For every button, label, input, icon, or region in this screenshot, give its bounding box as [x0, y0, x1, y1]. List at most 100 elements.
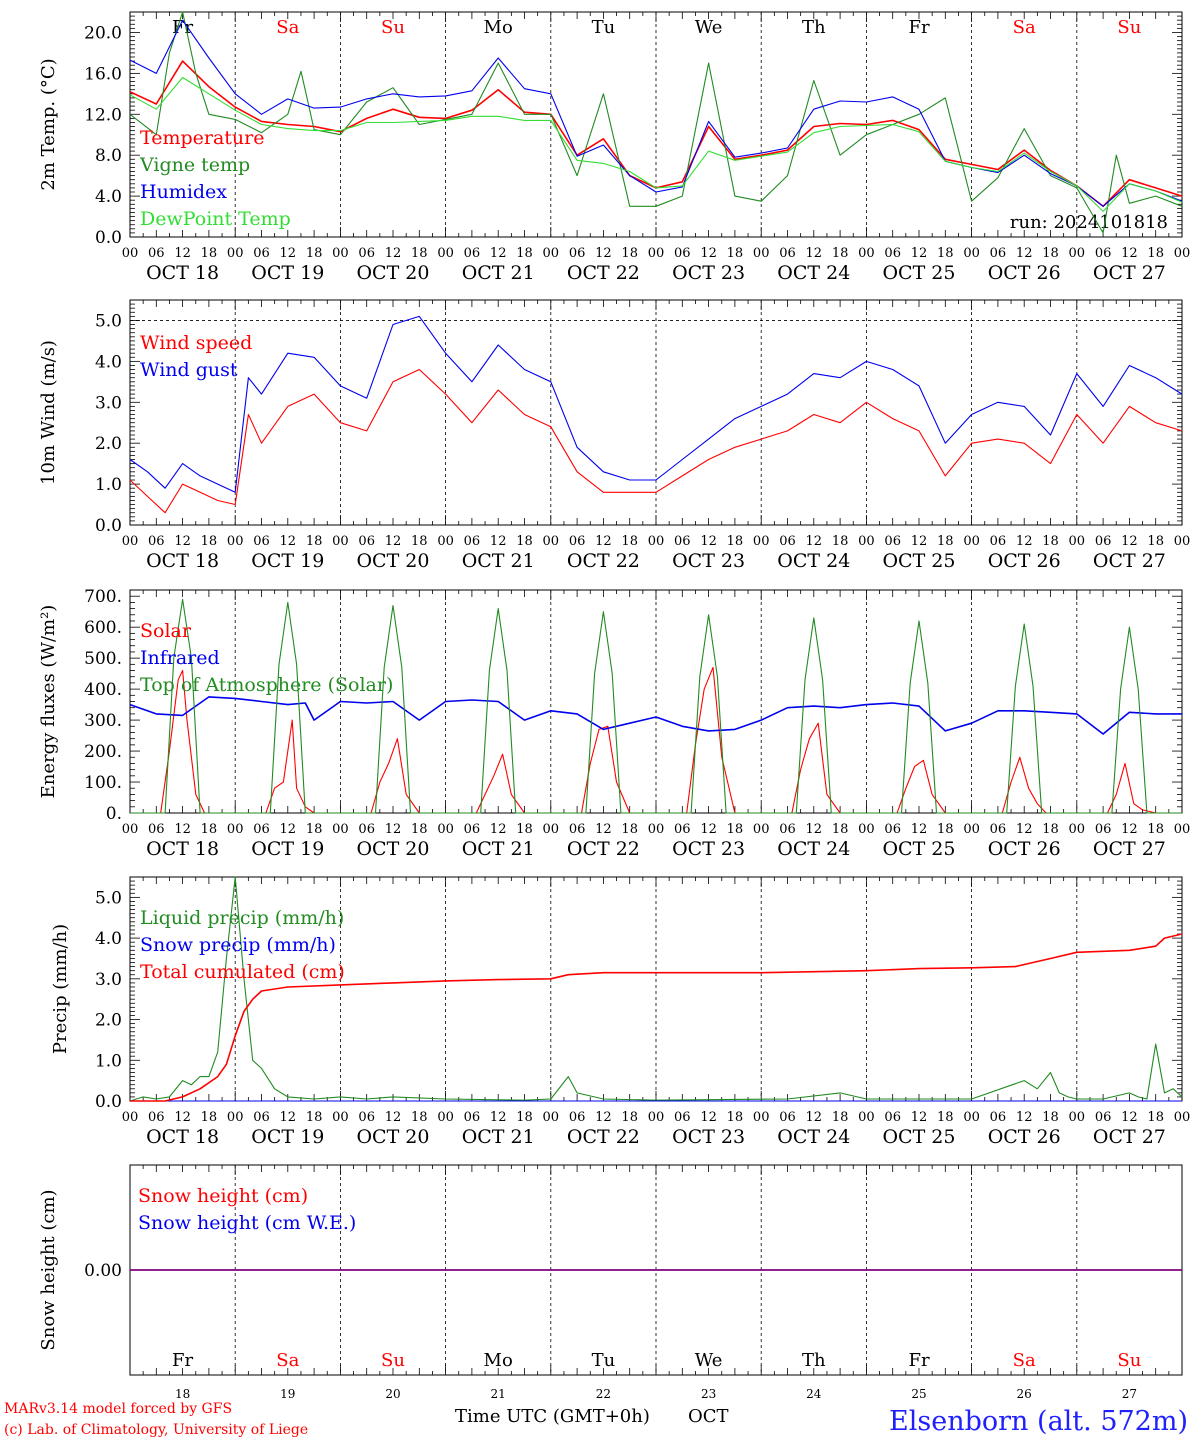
x-hour-label: 00 [543, 246, 560, 261]
x-hour-label: 18 [621, 534, 638, 549]
x-date-label: OCT 20 [356, 838, 429, 860]
x-hour-label: 18 [1147, 822, 1164, 837]
x-hour-label: 12 [490, 822, 507, 837]
x-hour-label: 12 [1016, 534, 1033, 549]
x-hour-label: 00 [963, 1110, 980, 1125]
x-hour-label: 00 [437, 534, 454, 549]
x-hour-label: 12 [174, 246, 191, 261]
x-date-label: OCT 27 [1093, 262, 1166, 284]
legend-entry: Snow precip (mm/h) [140, 934, 336, 956]
x-hour-label: 18 [727, 246, 744, 261]
x-day-number: 25 [911, 1387, 926, 1401]
x-hour-label: 12 [280, 822, 297, 837]
x-date-label: OCT 23 [672, 1126, 745, 1148]
x-hour-label: 00 [437, 246, 454, 261]
weekday-label: We [695, 17, 723, 38]
x-hour-label: 18 [727, 1110, 744, 1125]
legend-entry: Snow height (cm) [138, 1185, 308, 1207]
x-hour-label: 06 [253, 534, 270, 549]
x-hour-label: 00 [122, 1110, 139, 1125]
x-date-label: OCT 27 [1093, 1126, 1166, 1148]
x-hour-label: 12 [1121, 1110, 1138, 1125]
x-hour-label: 18 [1147, 1110, 1164, 1125]
x-hour-label: 18 [937, 1110, 954, 1125]
x-hour-label: 00 [1069, 1110, 1086, 1125]
x-hour-label: 00 [1069, 534, 1086, 549]
x-hour-label: 18 [201, 1110, 218, 1125]
x-hour-label: 00 [332, 534, 349, 549]
weekday-label: Fr [908, 1350, 929, 1371]
x-day-number: 19 [280, 1387, 295, 1401]
y-tick-label: 5.0 [95, 311, 122, 331]
series-line [129, 76, 1183, 212]
lab-credit: (c) Lab. of Climatology, University of L… [4, 1422, 308, 1438]
x-hour-label: 00 [543, 822, 560, 837]
legend-entry: DewPoint Temp [140, 208, 291, 230]
weekday-label: We [695, 1350, 723, 1371]
x-hour-label: 18 [516, 534, 533, 549]
series-line [129, 876, 1183, 1102]
x-hour-label: 18 [727, 534, 744, 549]
x-hour-label: 18 [727, 822, 744, 837]
x-date-label: OCT 25 [882, 262, 955, 284]
x-hour-label: 00 [753, 1110, 770, 1125]
x-date-label: OCT 22 [567, 838, 640, 860]
x-hour-label: 12 [911, 246, 928, 261]
x-hour-label: 12 [806, 1110, 823, 1125]
x-hour-label: 06 [990, 534, 1007, 549]
legend-entry: Infrared [140, 647, 220, 669]
panel-frame [129, 589, 1183, 814]
x-hour-label: 12 [911, 534, 928, 549]
x-hour-label: 06 [569, 246, 586, 261]
x-hour-label: 18 [1042, 534, 1059, 549]
weekday-label: Sa [276, 1350, 299, 1371]
x-hour-label: 06 [358, 822, 375, 837]
y-tick-label: 8.0 [95, 146, 122, 166]
x-hour-label: 12 [595, 246, 612, 261]
weekday-label: Su [381, 17, 405, 38]
x-hour-label: 18 [832, 246, 849, 261]
x-hour-label: 12 [385, 822, 402, 837]
x-date-label: OCT 24 [777, 1126, 850, 1148]
weekday-label: Su [1117, 17, 1141, 38]
x-date-label: OCT 25 [882, 1126, 955, 1148]
x-hour-label: 12 [700, 534, 717, 549]
x-hour-label: 12 [700, 1110, 717, 1125]
x-date-label: OCT 24 [777, 550, 850, 572]
x-hour-label: 00 [227, 246, 244, 261]
x-hour-label: 06 [884, 1110, 901, 1125]
x-hour-label: 00 [332, 246, 349, 261]
x-hour-label: 12 [174, 1110, 191, 1125]
x-hour-label: 06 [358, 1110, 375, 1125]
x-hour-label: 06 [148, 822, 165, 837]
y-tick-label: 4.0 [95, 352, 122, 372]
x-hour-label: 00 [858, 822, 875, 837]
x-hour-label: 12 [1016, 822, 1033, 837]
x-hour-label: 18 [832, 534, 849, 549]
x-hour-label: 18 [411, 534, 428, 549]
x-hour-label: 12 [595, 1110, 612, 1125]
y-tick-label: 200. [84, 742, 122, 762]
x-hour-label: 12 [1016, 246, 1033, 261]
x-hour-label: 12 [806, 822, 823, 837]
y-tick-label: 0. [106, 804, 122, 824]
x-hour-label: 18 [306, 822, 323, 837]
x-hour-label: 00 [858, 246, 875, 261]
weekday-label: Tu [592, 1350, 616, 1371]
series-line [129, 19, 1183, 207]
x-hour-label: 00 [753, 246, 770, 261]
x-hour-label: 00 [332, 1110, 349, 1125]
y-tick-label: 16.0 [84, 64, 122, 84]
y-tick-label: 3.0 [95, 393, 122, 413]
y-axis-title: Energy fluxes (W/m²) [38, 605, 59, 799]
x-day-number: 22 [596, 1387, 611, 1401]
x-date-label: OCT 21 [462, 262, 535, 284]
x-hour-label: 12 [280, 534, 297, 549]
weekday-label: Su [1117, 1350, 1141, 1371]
x-hour-label: 00 [227, 534, 244, 549]
x-day-number: 21 [491, 1387, 506, 1401]
x-date-label: OCT 20 [356, 1126, 429, 1148]
x-date-label: OCT 19 [251, 1126, 324, 1148]
x-date-label: OCT 22 [567, 262, 640, 284]
